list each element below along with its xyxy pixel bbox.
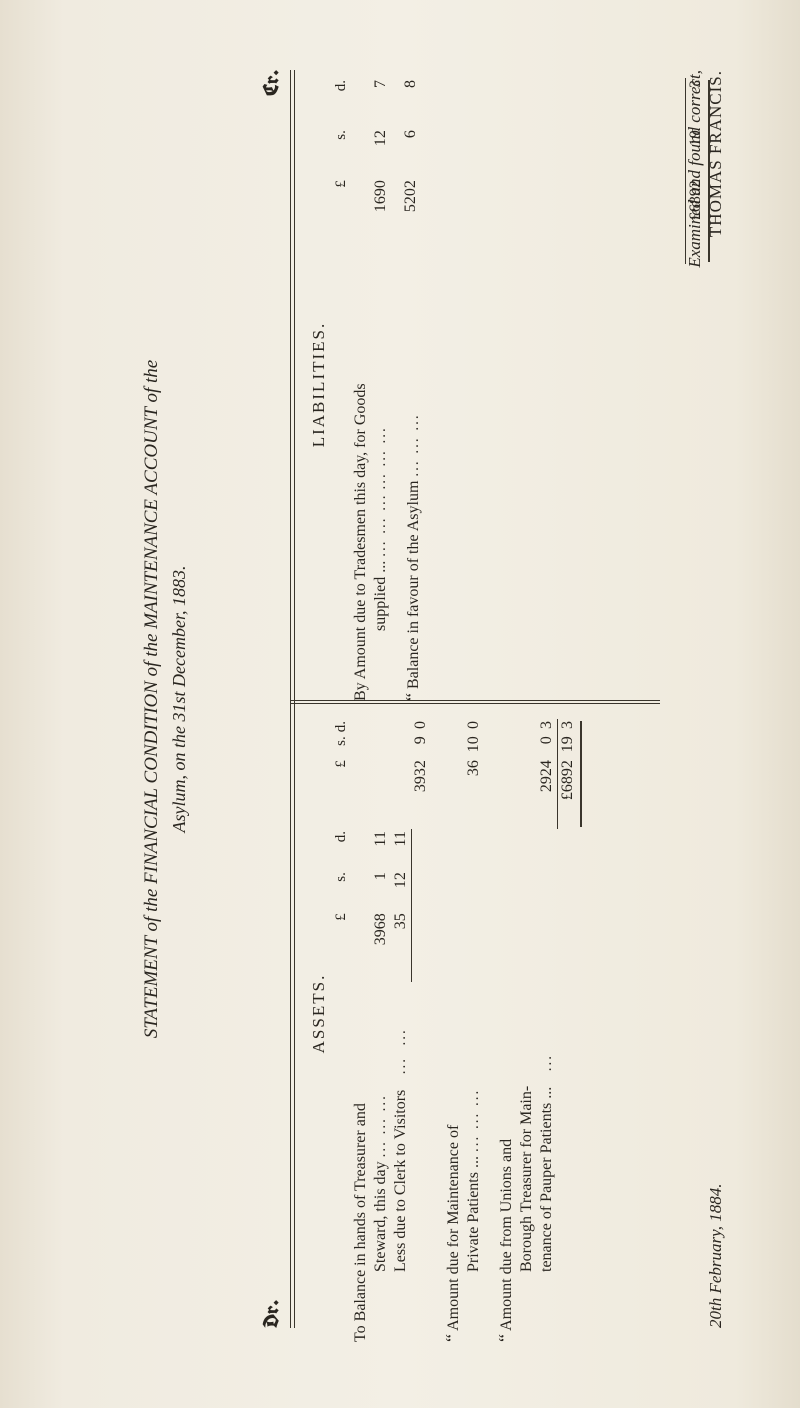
amt-s: 9 [411,734,431,758]
amt-s: 12 [371,128,391,178]
lsd-l2: £ [332,758,351,829]
asset-row: Borough Treasurer for Main- [517,719,537,1320]
asset-row: Steward, this day ... ... ... 3968 1 11 [371,719,391,1320]
page-title-line-1: STATEMENT of the FINANCIAL CONDITION of … [140,70,164,1328]
footer-attestation: Examined and found correct, [684,70,705,268]
amt-l: 3932 [411,758,431,829]
assets-column: £ s. d. £ s. d. To Balance in hands of T… [332,699,710,1328]
ditto-mark: “ [442,1334,462,1342]
liabilities-heading: LIABILITIES. [308,70,329,699]
title-mid: of the [141,629,162,681]
asset-row: 3932 9 0 [411,719,431,1320]
leader-dots: ... ... [393,1028,409,1086]
assets-total-row: £6892 19 3 [558,719,579,1320]
amt-d: 7 [371,78,391,128]
leader-dots: ... ... ... [406,413,422,476]
amt-l: 3968 [371,911,391,982]
assets-lsd-inner-head: £ s. d. £ s. d. [332,719,351,1320]
ditto-mark: “ [495,1334,515,1342]
liab-row: supplied ... ... ... ... ... ... ... 169… [371,78,391,679]
liab-lsd-head: £ s. d. [332,78,351,679]
total-d: 3 [558,719,579,734]
leader-dots: ... ... ... [373,1094,389,1157]
amt-l: 2924 [537,758,558,829]
leader-dots: ... ... ... [373,494,389,557]
asset-text: Amount due for Maintenance of [445,1125,462,1331]
asset-text: Borough Treasurer for Main- [517,982,537,1320]
amt-l: 5202 [401,178,424,264]
liab-text: Balance in favour of the Asylum [405,481,422,689]
amt-s: 0 [537,734,558,758]
liab-row: By Amount due to Tradesmen this day, for… [351,78,371,679]
lsd-d2: d. [332,719,351,734]
debit-label: Dr. [258,1300,286,1328]
asset-row: tenance of Pauper Patients ... ... 2924 … [537,719,558,1320]
title-em1: FINANCIAL CONDITION [141,681,162,884]
lsd-s2: s. [332,734,351,758]
credit-label: Cr. [258,70,286,96]
amt-d: 11 [371,829,391,870]
content-columns: £ s. d. £ s. d. To Balance in hands of T… [332,70,710,1328]
footer-signature: THOMAS FRANCIS. [705,70,726,268]
footer-signature-block: Examined and found correct, THOMAS FRANC… [684,70,727,268]
liabilities-table: £ s. d. By Amount due to Tradesmen this … [332,78,424,679]
amt-d: 0 [464,719,484,734]
amt-d: 3 [537,719,558,734]
column-headings: ASSETS. LIABILITIES. [308,70,329,1328]
asset-text: tenance of Pauper Patients ... [538,1087,555,1272]
asset-row: Private Patients ... ... ... ... 36 10 0 [464,719,484,1320]
amt-s: 10 [464,734,484,758]
top-double-rule [290,70,295,1328]
lsd-l: £ [332,911,351,982]
amt-l: 36 [464,758,484,829]
title-pre: STATEMENT of the [141,884,162,1038]
ledger-page: STATEMENT of the FINANCIAL CONDITION of … [0,0,800,1408]
asset-text: Less due to Clerk to Visitors [392,1090,409,1272]
asset-text: Private Patients ... [465,1156,482,1272]
lsd-s: s. [332,128,351,178]
page-title-line-2: Asylum, on the 31st December, 1883. [168,70,191,1328]
lsd-l: £ [332,178,351,264]
leader-dots: ... ... ... [373,426,389,489]
leader-dots: ... [539,1054,555,1083]
liabilities-column: £ s. d. By Amount due to Tradesmen this … [332,70,710,699]
asset-row: “ Amount due for Maintenance of [441,719,464,1320]
ditto-mark: “ [402,693,422,701]
title-em2: MAINTENANCE ACCOUNT [141,407,162,629]
assets-heading: ASSETS. [308,699,329,1328]
amt-l: 1690 [371,178,391,264]
liab-text: supplied ... [372,561,389,631]
amt-d: 11 [391,829,412,870]
amt-d: 0 [411,719,431,734]
footer-date: 20th February, 1884. [705,1184,726,1329]
asset-row: “ Amount due from Unions and [494,719,517,1320]
lsd-d: d. [332,829,351,870]
asset-text: Amount due from Unions and [498,1139,515,1331]
assets-table: £ s. d. £ s. d. To Balance in hands of T… [332,719,582,1320]
asset-row: To Balance in hands of Treasurer and [351,719,371,1320]
lsd-s: s. [332,870,351,911]
asset-row: Less due to Clerk to Visitors ... ... 35… [391,719,412,1320]
liab-text: By Amount due to Tradesmen this day, for… [351,264,371,679]
leader-dots: ... ... ... [466,1089,482,1152]
lsd-d: d. [332,78,351,128]
amt-s: 12 [391,870,412,911]
title-post: of the [141,360,162,408]
asset-text: To Balance in hands of Treasurer and [351,982,371,1320]
total-l: £6892 [558,758,579,829]
liab-row: “ Balance in favour of the Asylum ... ..… [401,78,424,679]
amt-d: 8 [401,78,424,128]
rotated-stage: STATEMENT of the FINANCIAL CONDITION of … [0,304,800,1104]
amt-l: 35 [391,911,412,982]
page-footer: 20th February, 1884. Examined and found … [684,70,727,1328]
asset-text: Steward, this day [372,1161,389,1272]
assets-total-rule [578,719,582,1320]
amt-s: 1 [371,870,391,911]
total-s: 19 [558,734,579,758]
amt-s: 6 [401,128,424,178]
